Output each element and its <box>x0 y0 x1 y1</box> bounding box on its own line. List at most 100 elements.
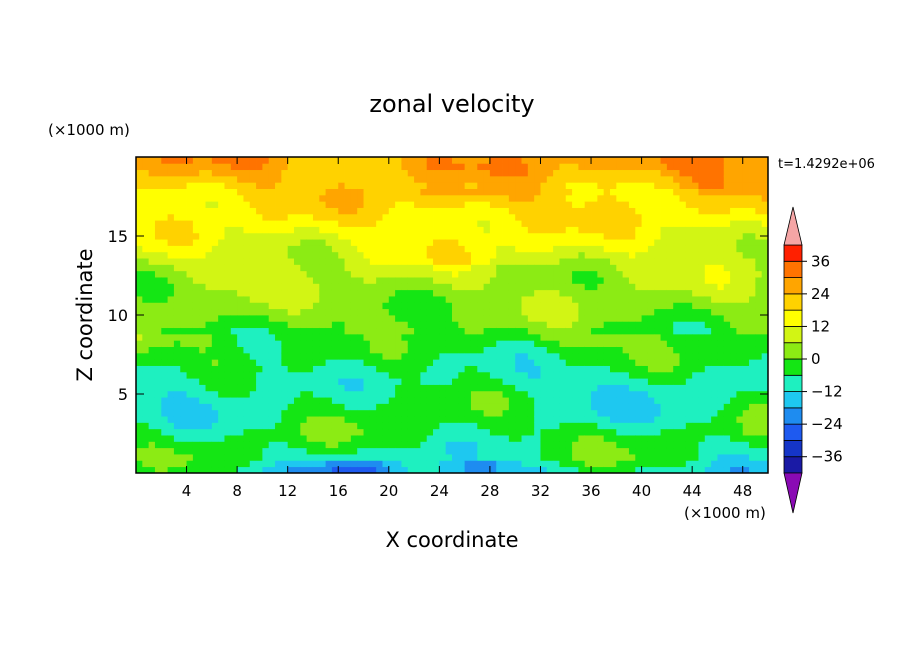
field-cell <box>426 428 434 436</box>
field-cell <box>616 194 624 202</box>
field-cell <box>464 194 472 202</box>
field-cell <box>420 289 428 297</box>
field-cell <box>262 327 270 335</box>
field-cell <box>420 169 428 177</box>
field-cell <box>647 333 655 341</box>
field-cell <box>679 428 687 436</box>
field-cell <box>268 163 276 171</box>
field-cell <box>262 428 270 436</box>
field-cell <box>540 422 548 430</box>
field-cell <box>508 359 516 366</box>
chart-title: zonal velocity <box>369 90 534 118</box>
field-cell <box>306 213 314 221</box>
field-cell <box>692 435 699 442</box>
field-cell <box>180 188 187 196</box>
field-cell <box>635 270 642 278</box>
field-cell <box>306 384 314 392</box>
field-cell <box>508 194 516 202</box>
field-cell <box>205 327 213 335</box>
field-cell <box>502 277 510 284</box>
field-cell <box>635 277 642 284</box>
field-cell <box>407 302 415 310</box>
field-cell <box>685 194 693 202</box>
field-cell <box>173 454 181 461</box>
field-cell <box>717 277 725 284</box>
field-cell <box>755 232 763 240</box>
field-cell <box>180 447 187 455</box>
field-cell <box>692 409 699 417</box>
field-cell <box>173 441 181 449</box>
field-cell <box>388 371 396 379</box>
field-cell <box>237 435 244 442</box>
field-cell <box>287 409 295 417</box>
field-cell <box>603 441 611 449</box>
field-cell <box>635 175 642 183</box>
field-cell <box>376 264 383 272</box>
field-cell <box>275 201 282 208</box>
field-cell <box>572 277 579 284</box>
field-cell <box>369 258 377 265</box>
field-cell <box>540 352 548 360</box>
field-cell <box>527 371 535 379</box>
field-cell <box>660 390 668 398</box>
field-cell <box>647 302 655 310</box>
field-cell <box>711 409 718 417</box>
field-cell <box>211 352 219 360</box>
field-cell <box>521 251 529 259</box>
field-cell <box>597 226 605 234</box>
field-cell <box>350 378 358 385</box>
field-cell <box>666 226 674 234</box>
field-cell <box>515 239 522 246</box>
field-cell <box>540 277 548 284</box>
field-cell <box>230 232 238 240</box>
field-cell <box>742 352 750 360</box>
field-cell <box>660 352 668 360</box>
field-cell <box>369 384 377 392</box>
field-cell <box>749 289 756 297</box>
field-cell <box>749 157 756 164</box>
field-cell <box>704 365 712 373</box>
field-cell <box>275 182 282 189</box>
field-cell <box>287 447 295 455</box>
field-cell <box>610 346 617 354</box>
field-cell <box>755 409 763 417</box>
field-cell <box>749 213 756 221</box>
field-cell <box>641 340 649 347</box>
field-cell <box>243 264 251 272</box>
field-cell <box>641 239 649 246</box>
field-cell <box>192 251 200 259</box>
field-cell <box>616 340 624 347</box>
field-cell <box>281 239 289 246</box>
field-cell <box>578 239 586 246</box>
field-cell <box>192 296 200 303</box>
field-cell <box>224 277 232 284</box>
field-cell <box>148 182 156 189</box>
field-cell <box>742 188 750 196</box>
field-cell <box>704 422 712 430</box>
field-cell <box>275 327 282 335</box>
field-cell <box>584 283 592 291</box>
field-cell <box>527 264 535 272</box>
field-cell <box>382 390 390 398</box>
field-cell <box>452 213 459 221</box>
field-cell <box>553 163 560 171</box>
field-cell <box>603 460 611 468</box>
field-cell <box>294 157 301 164</box>
field-cell <box>477 466 484 474</box>
field-cell <box>673 460 680 468</box>
field-cell <box>553 428 560 436</box>
field-cell <box>338 232 345 240</box>
field-cell <box>414 447 421 455</box>
field-cell <box>660 346 668 354</box>
field-cell <box>344 441 352 449</box>
field-cell <box>388 428 396 436</box>
field-cell <box>521 270 529 278</box>
field-cell <box>148 435 156 442</box>
field-cell <box>553 207 560 215</box>
field-cell <box>357 213 364 221</box>
field-cell <box>237 352 244 360</box>
field-cell <box>382 188 390 196</box>
field-cell <box>704 428 712 436</box>
field-cell <box>433 163 440 171</box>
field-cell <box>211 169 219 177</box>
